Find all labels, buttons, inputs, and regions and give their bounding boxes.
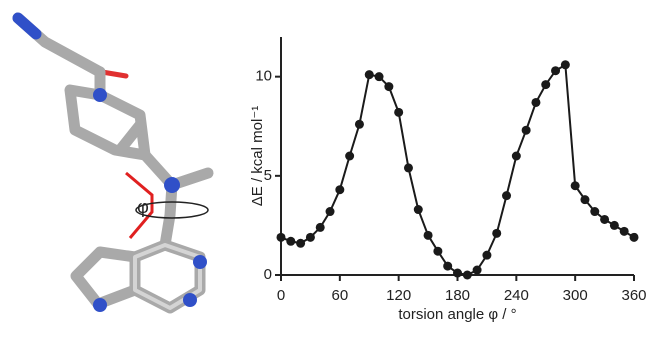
x-tick-label: 240 — [504, 287, 529, 304]
point — [630, 233, 639, 242]
piperidine — [70, 90, 145, 155]
line — [281, 65, 634, 275]
bond — [165, 185, 172, 245]
y-tick-label: 0 — [264, 266, 272, 283]
n-atom — [193, 255, 207, 269]
point — [512, 152, 521, 161]
point — [610, 221, 619, 230]
point — [551, 66, 560, 75]
n-atom — [93, 298, 107, 312]
point — [580, 195, 589, 204]
point — [502, 191, 511, 200]
point — [326, 207, 335, 216]
point — [286, 237, 295, 246]
point — [355, 120, 364, 129]
molecule: φ — [18, 18, 208, 312]
point — [394, 108, 403, 117]
point — [345, 152, 354, 161]
x-tick-label: 120 — [386, 287, 411, 304]
point — [531, 98, 540, 107]
point — [404, 163, 413, 172]
y-tick-label: 10 — [255, 68, 272, 85]
point — [571, 181, 580, 190]
point — [590, 207, 599, 216]
torsion-label: φ — [137, 197, 149, 217]
point — [375, 72, 384, 81]
x-tick-label: 0 — [277, 287, 285, 304]
n-atom — [93, 88, 107, 102]
point — [433, 247, 442, 256]
point — [463, 271, 472, 280]
carbonyl-o — [102, 72, 126, 76]
point — [620, 227, 629, 236]
n-atom — [164, 177, 180, 193]
pyrrole — [76, 252, 135, 304]
x-tick-label: 360 — [621, 287, 646, 304]
x-tick-label: 300 — [563, 287, 588, 304]
point — [522, 126, 531, 135]
point — [443, 262, 452, 271]
point — [414, 205, 423, 214]
point — [424, 231, 433, 240]
x-tick-label: 60 — [331, 287, 348, 304]
point — [561, 60, 570, 69]
nitrile-n — [18, 18, 36, 34]
point — [277, 233, 286, 242]
point — [492, 229, 501, 238]
point — [306, 233, 315, 242]
point — [453, 269, 462, 278]
point — [335, 185, 344, 194]
x-tick-label: 180 — [445, 287, 470, 304]
methyl — [120, 125, 140, 150]
point — [296, 239, 305, 248]
n-atom — [183, 293, 197, 307]
page: φ 0510060120180240300360torsion angle φ … — [0, 0, 651, 332]
x-axis-label: torsion angle φ / ° — [398, 306, 516, 323]
point — [600, 215, 609, 224]
point — [482, 251, 491, 260]
point — [384, 82, 393, 91]
y-axis-label: ΔE / kcal mol⁻¹ — [249, 106, 266, 206]
point — [473, 266, 482, 275]
point — [541, 80, 550, 89]
point — [316, 223, 325, 232]
point — [365, 70, 374, 79]
